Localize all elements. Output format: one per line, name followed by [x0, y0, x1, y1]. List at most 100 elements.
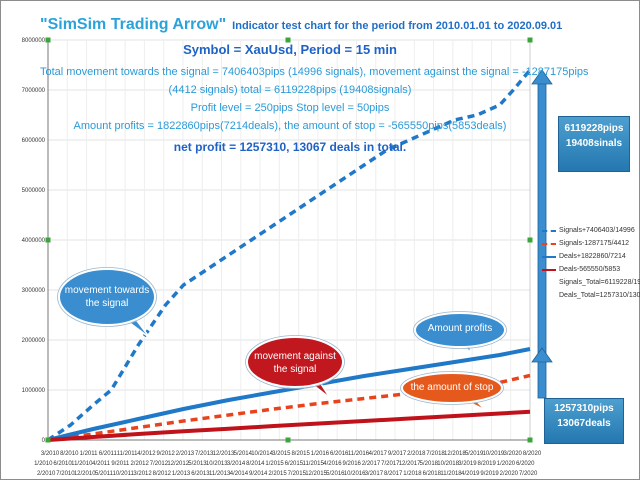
bubble-body	[246, 336, 344, 388]
x-tick-label: 6/2013	[191, 471, 210, 477]
arrow-head	[531, 69, 553, 85]
bubble-outline	[245, 335, 345, 389]
x-tick-label: 1/2018	[403, 471, 422, 477]
x-tick-label: 7/2017	[381, 461, 400, 467]
x-tick-label: 6/2020	[516, 461, 535, 467]
x-tick-label: 1/2016	[311, 451, 330, 457]
callout-stop-bubble	[400, 371, 504, 411]
x-tick-label: 11/2018	[440, 471, 462, 477]
callout-profits-text: Amount profits	[427, 323, 493, 334]
x-tick-label: 12/2018	[444, 451, 466, 457]
bubble-body	[58, 268, 156, 326]
x-tick-label: 11/2016	[348, 451, 370, 457]
info-line-2: (4412 signals) total = 6119228pips (1940…	[168, 84, 412, 96]
x-tick-label: 1/2013	[172, 471, 191, 477]
x-tick-label: 4/2016	[323, 461, 342, 467]
arrow-up-icon	[531, 347, 553, 399]
legend-label: Deals_Total=1257310/13067	[559, 292, 640, 299]
net-deals-pips: 1257310pips	[554, 403, 614, 414]
x-tick-label: 8/2010	[60, 451, 79, 457]
legend-item: Signals_Total=6119228/19408	[542, 276, 640, 289]
x-tick-label: 11/2011	[117, 451, 138, 457]
callout-towards-bubble	[57, 267, 157, 339]
x-tick-label: 9/2017	[388, 451, 407, 457]
legend-label: Signals_Total=6119228/19408	[559, 279, 640, 286]
total-signals-count: 19408sinals	[565, 138, 623, 149]
legend-item: Deals_Total=1257310/13067	[542, 289, 640, 302]
x-tick-label: 12/2013	[213, 451, 235, 457]
x-tick-label: 3/2017	[365, 471, 384, 477]
x-tick-label: 8/2015	[291, 451, 310, 457]
chart-title: "SimSim Trading Arrow"	[40, 16, 227, 33]
x-tick-label: 5/2016	[326, 471, 345, 477]
x-tick-label: 10/2011	[113, 471, 135, 477]
x-tick-label: 9/2019	[480, 471, 499, 477]
x-tick-label: 6/2016	[330, 451, 349, 457]
symbol-line: Symbol = XauUsd, Period = 15 min	[183, 42, 397, 57]
x-tick-label: 5/2018	[420, 461, 439, 467]
x-tick-label: 3/2010	[41, 451, 60, 457]
y-tick-label: 2000000	[22, 338, 46, 344]
x-tick-label: 12/2015	[305, 471, 327, 477]
callout-profits-bubble	[413, 311, 507, 354]
legend-item: Deals+1822860/7214	[542, 250, 638, 263]
x-tick-label: 3/2014	[227, 461, 246, 467]
resize-handle	[527, 237, 533, 243]
x-tick-label: 8/2020	[523, 451, 542, 457]
y-tick-label: 6000000	[22, 138, 46, 144]
info-line-3: Profit level = 250pips Stop level = 50pi…	[190, 102, 390, 114]
legend-label: Deals+1822860/7214	[559, 253, 626, 260]
x-tick-label: 8/2012	[153, 471, 172, 477]
x-tick-label: 8/2017	[384, 471, 403, 477]
x-tick-label: 11/2013	[209, 471, 231, 477]
x-tick-label: 4/2014	[230, 471, 249, 477]
x-tick-label: 2/2015	[268, 471, 287, 477]
x-tick-label: 8/2014	[246, 461, 265, 467]
y-tick-label: 3000000	[22, 288, 46, 294]
x-tick-label: 12/2017	[399, 461, 421, 467]
arrow-head	[531, 347, 553, 363]
resize-handle	[527, 37, 533, 43]
bubble-body	[414, 312, 506, 348]
x-tick-label: 1/2020	[497, 461, 516, 467]
bubble-outline	[57, 267, 157, 327]
net-deals-box: 1257310pips 13067deals	[544, 398, 624, 444]
chart-subtitle: Indicator test chart for the period from…	[232, 20, 563, 32]
chart-title-line: "SimSim Trading Arrow" Indicator test cha…	[40, 16, 562, 34]
x-tick-label: 11/2010	[71, 461, 93, 467]
x-tick-label: 9/2014	[249, 471, 268, 477]
x-tick-label: 2/2018	[407, 451, 426, 457]
bubble-outline	[413, 311, 507, 349]
x-tick-label: 1/2015	[265, 461, 284, 467]
legend-item: Signals+7406403/14996	[542, 224, 638, 237]
legend-item: Deals-565550/5853	[542, 263, 638, 276]
y-tick-label: 8000000	[22, 38, 46, 44]
net-deals-count: 13067deals	[557, 418, 611, 429]
x-tick-label: 2/2010	[37, 471, 56, 477]
y-tick-label: 0	[42, 438, 46, 444]
callout-towards-text: movement towards the signal	[64, 285, 150, 309]
x-tick-label: 3/2015	[272, 451, 291, 457]
x-tick-label: 3/2019	[458, 461, 477, 467]
legend-swatch	[542, 268, 556, 271]
net-profit-line: net profit = 1257310, 13067 deals in tot…	[173, 140, 407, 154]
x-tick-label: 10/2014	[251, 451, 273, 457]
bubble-body	[401, 372, 503, 404]
legend-item: Signals-1287175/4412	[542, 237, 638, 250]
x-tick-label: 7/2013	[195, 451, 214, 457]
y-tick-label: 7000000	[22, 88, 46, 94]
total-signals-pips: 6119228pips	[564, 123, 624, 134]
series-line	[47, 347, 531, 442]
x-tick-label: 6/2015	[285, 461, 304, 467]
series-line	[47, 409, 531, 442]
resize-handle	[285, 37, 291, 43]
y-tick-label: 1000000	[22, 388, 46, 394]
x-tick-label: 4/2019	[461, 471, 480, 477]
x-tick-label: 6/2010	[53, 461, 72, 467]
resize-handle	[527, 437, 533, 443]
x-tick-label: 6/2011	[99, 451, 118, 457]
x-tick-label: 9/2011	[111, 461, 130, 467]
x-tick-label: 4/2011	[92, 461, 111, 467]
resize-handle	[45, 237, 51, 243]
